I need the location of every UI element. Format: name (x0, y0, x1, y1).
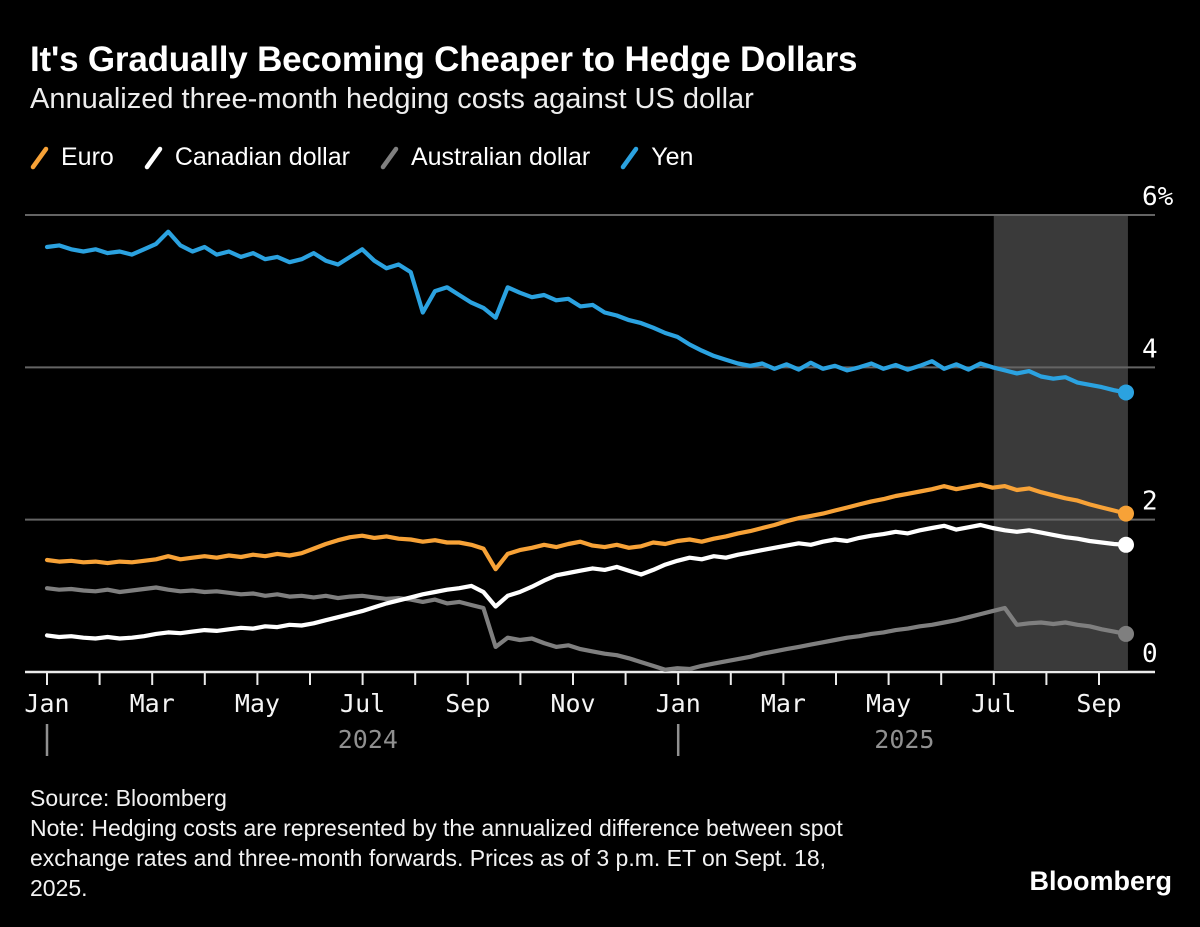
year-label-2024: 2024 (338, 725, 398, 754)
legend-label-euro: Euro (61, 143, 114, 171)
legend-item-yen: Yen (620, 143, 693, 172)
x-tick-label-14: Mar (761, 689, 806, 718)
legend-item-canadian-dollar: Canadian dollar (144, 143, 350, 172)
x-tick-label-4: May (235, 689, 280, 718)
series-end-dot-euro (1118, 505, 1134, 522)
legend-label-canadian-dollar: Canadian dollar (174, 143, 350, 171)
yen-series-marker-icon (620, 146, 639, 169)
legend-label-australian-dollar: Australian dollar (410, 143, 591, 171)
x-tick-label-8: Sep (445, 689, 490, 718)
source-line: Source: Bloomberg (30, 785, 227, 811)
y-tick-label-0: 0 (1142, 639, 1158, 669)
series-end-dot-australian-dollar (1118, 625, 1134, 642)
series-line-australian-dollar (44, 585, 1129, 672)
bloomberg-logo: Bloomberg (1029, 866, 1172, 896)
footer: Source: Bloomberg Note: Hedging costs ar… (30, 783, 843, 903)
series-line-canadian-dollar (44, 522, 1129, 641)
legend: Euro Canadian dollar Australian dollar Y… (30, 143, 693, 172)
y-tick-label-6: 6% (1142, 182, 1174, 212)
series-end-dot-yen (1118, 384, 1134, 401)
y-tick-label-4: 4 (1142, 334, 1158, 364)
year-label-2025: 2025 (874, 725, 934, 754)
series-line-yen (44, 229, 1129, 395)
chart-title: It's Gradually Becoming Cheaper to Hedge… (30, 40, 858, 79)
series-end-dot-canadian-dollar (1118, 536, 1134, 553)
x-tick-label-20: Sep (1076, 689, 1121, 718)
note-line-1: Note: Hedging costs are represented by t… (30, 815, 843, 841)
legend-label-yen: Yen (651, 143, 694, 171)
x-tick-label-2: Mar (130, 689, 175, 718)
legend-item-australian-dollar: Australian dollar (380, 143, 590, 172)
note-line-2: exchange rates and three-month forwards.… (30, 845, 827, 871)
australian-dollar-series-marker-icon (380, 146, 399, 169)
legend-item-euro: Euro (30, 143, 114, 172)
x-tick-label-10: Nov (550, 689, 595, 718)
series-line-euro (44, 482, 1129, 572)
x-tick-label-18: Jul (971, 689, 1016, 718)
y-tick-label-2: 2 (1142, 487, 1158, 517)
note-line-3: 2025. (30, 875, 88, 901)
euro-series-marker-icon (30, 146, 49, 169)
highlight-region (993, 216, 1128, 670)
canadian-dollar-series-marker-icon (144, 146, 163, 169)
chart-subtitle: Annualized three-month hedging costs aga… (30, 83, 754, 115)
x-tick-label-6: Jul (340, 689, 385, 718)
x-tick-label-0: Jan (24, 689, 69, 718)
x-tick-label-16: May (866, 689, 911, 718)
x-tick-label-12: Jan (656, 689, 701, 718)
